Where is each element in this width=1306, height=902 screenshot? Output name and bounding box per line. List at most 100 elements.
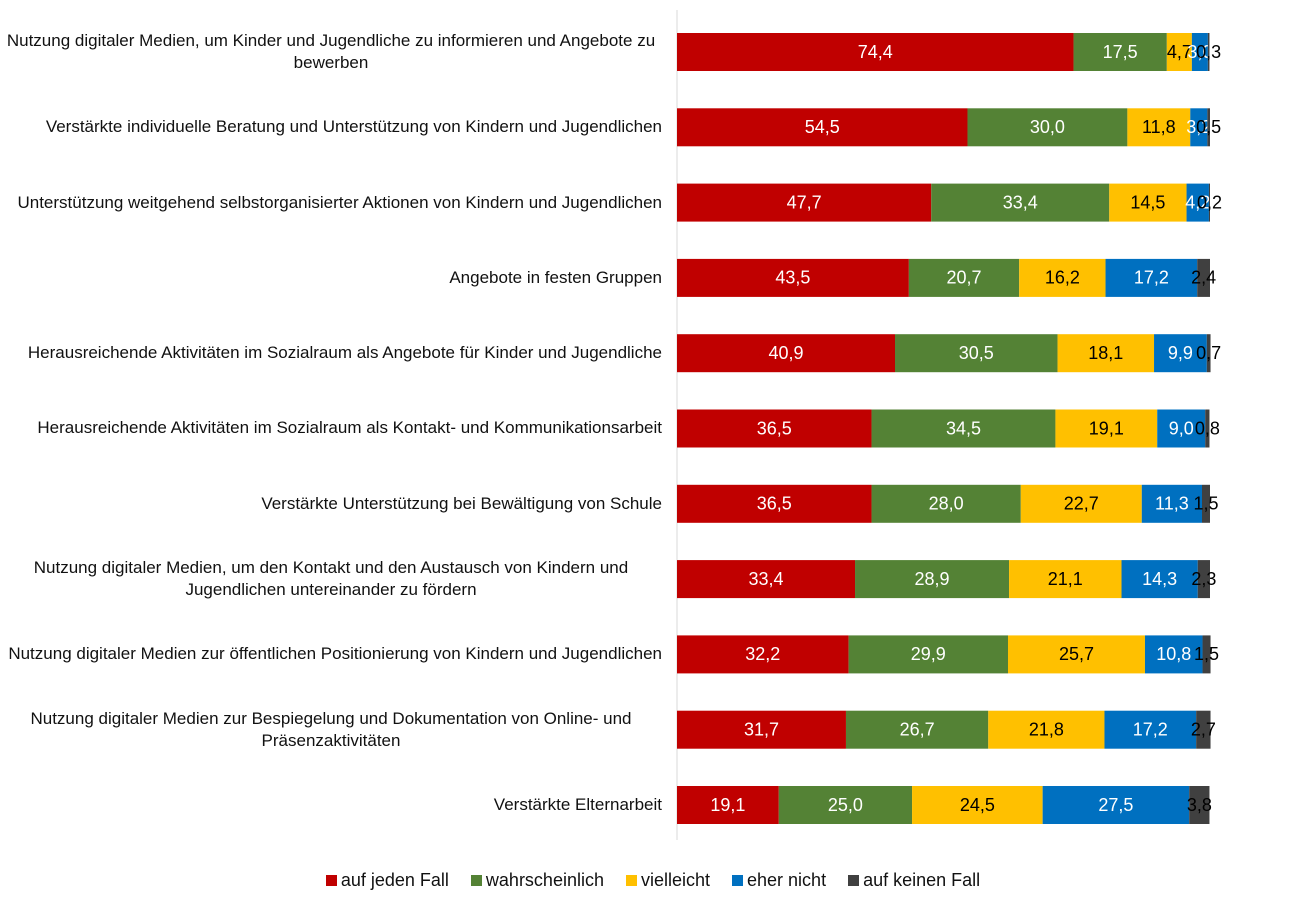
value-label: 33,4 bbox=[748, 569, 783, 589]
bar-segment bbox=[845, 710, 989, 749]
legend-item: auf jeden Fall bbox=[325, 870, 449, 891]
value-label: 28,9 bbox=[915, 569, 950, 589]
value-label: 4,2 bbox=[1185, 192, 1210, 212]
bar-segment bbox=[1019, 258, 1106, 297]
legend-swatch bbox=[848, 875, 860, 886]
bar-segment bbox=[1127, 108, 1191, 147]
chart: 74,4 17,5 4,73,00,3 54,5 30,0 11,8 3,20,5 47,7 3… bbox=[676, 10, 1222, 840]
category-label-row: Nutzung digitaler Medien, um Kinder und … bbox=[0, 15, 662, 90]
category-label: Verstärkte individuelle Beratung und Unt… bbox=[45, 117, 662, 137]
category-label: Nutzung digitaler Medien, um Kinder und … bbox=[6, 30, 656, 72]
bar-segment bbox=[848, 635, 1008, 674]
value-label: 32,2 bbox=[745, 644, 780, 664]
bar-segment bbox=[912, 786, 1043, 824]
value-label: 0,8 bbox=[1195, 418, 1220, 438]
value-label: 4,7 bbox=[1167, 42, 1192, 62]
legend-swatch bbox=[470, 875, 482, 886]
legend-swatch bbox=[625, 875, 637, 886]
bar-segment bbox=[1202, 635, 1211, 674]
value-label: 18,1 bbox=[1088, 343, 1123, 363]
value-label: 25,0 bbox=[828, 795, 863, 815]
legend-item: wahrscheinlich bbox=[470, 870, 604, 891]
legend-item: vielleicht bbox=[625, 870, 711, 891]
value-label: 9,0 bbox=[1169, 418, 1194, 438]
value-label: 30,0 bbox=[1030, 117, 1065, 137]
bar-segment bbox=[1205, 409, 1210, 448]
value-label: 14,3 bbox=[1142, 569, 1177, 589]
legend-label: auf jeden Fall bbox=[340, 870, 449, 890]
bar-segment bbox=[1121, 560, 1198, 599]
category-label-row: Herausreichende Aktivitäten im Sozialrau… bbox=[0, 316, 662, 391]
legend-label: auf keinen Fall bbox=[863, 870, 981, 890]
value-label: 1,5 bbox=[1193, 494, 1218, 514]
bar-segment bbox=[1157, 409, 1206, 448]
bar-segment bbox=[677, 560, 856, 599]
bar-segment bbox=[1104, 710, 1197, 749]
value-label: 17,5 bbox=[1103, 42, 1138, 62]
bar-segment bbox=[677, 334, 895, 373]
value-label: 25,7 bbox=[1059, 644, 1094, 664]
legend-label: eher nicht bbox=[747, 870, 827, 890]
value-label: 0,7 bbox=[1196, 343, 1221, 363]
value-label: 3,2 bbox=[1186, 117, 1211, 137]
bar-segment bbox=[1009, 560, 1122, 599]
value-label: 11,3 bbox=[1155, 494, 1189, 514]
category-label-row: Angebote in festen Gruppen bbox=[0, 240, 662, 315]
category-label: Nutzung digitaler Medien zur öffentliche… bbox=[8, 644, 662, 664]
category-label: Nutzung digitaler Medien, um den Kontakt… bbox=[33, 558, 629, 600]
value-label: 22,7 bbox=[1064, 494, 1099, 514]
bar-segment bbox=[1154, 334, 1207, 373]
value-label: 19,1 bbox=[1089, 418, 1124, 438]
bar-segment bbox=[778, 786, 913, 824]
bar-segment bbox=[1208, 183, 1210, 222]
bar-segment bbox=[1196, 710, 1211, 749]
category-label: Herausreichende Aktivitäten im Sozialrau… bbox=[37, 418, 662, 438]
bar-segment bbox=[1141, 484, 1203, 523]
value-label: 31,7 bbox=[744, 719, 779, 739]
bar-segment bbox=[677, 33, 1074, 71]
value-label: 19,1 bbox=[710, 795, 745, 815]
bar-segment bbox=[1166, 33, 1192, 71]
category-label: Nutzung digitaler Medien zur Bespiegelun… bbox=[30, 708, 632, 750]
legend-label: vielleicht bbox=[640, 870, 711, 890]
value-label: 16,2 bbox=[1045, 268, 1080, 288]
bar-segment bbox=[1189, 786, 1210, 824]
category-label: Unterstützung weitgehend selbstorganisie… bbox=[17, 192, 662, 212]
category-label-row: Verstärkte individuelle Beratung und Unt… bbox=[0, 90, 662, 165]
bar-segment bbox=[1197, 258, 1210, 297]
bar-segment bbox=[677, 786, 779, 824]
value-label: 11,8 bbox=[1142, 117, 1176, 137]
value-label: 17,2 bbox=[1134, 268, 1169, 288]
bar-segment bbox=[988, 710, 1105, 749]
value-label: 26,7 bbox=[900, 719, 935, 739]
value-label: 0,5 bbox=[1196, 117, 1221, 137]
value-label: 54,5 bbox=[805, 117, 840, 137]
category-label-row: Unterstützung weitgehend selbstorganisie… bbox=[0, 165, 662, 240]
category-label-row: Verstärkte Elternarbeit bbox=[0, 768, 662, 843]
bar-segment bbox=[871, 484, 1021, 523]
value-label: 74,4 bbox=[858, 42, 893, 62]
value-label: 2,7 bbox=[1191, 719, 1216, 739]
value-label: 3,0 bbox=[1187, 42, 1212, 62]
category-label-row: Verstärkte Unterstützung bei Bewältigung… bbox=[0, 466, 662, 541]
value-label: 36,5 bbox=[757, 418, 792, 438]
bar-segment bbox=[967, 108, 1128, 147]
bar-segment bbox=[677, 409, 872, 448]
value-label: 1,5 bbox=[1194, 644, 1219, 664]
value-label: 21,8 bbox=[1029, 719, 1064, 739]
bar-segment bbox=[1207, 108, 1210, 147]
bar-segment bbox=[871, 409, 1056, 448]
bar-segment bbox=[677, 710, 846, 749]
bar-segment bbox=[1007, 635, 1145, 674]
bar-segment bbox=[1207, 33, 1210, 71]
bar-segment bbox=[1109, 183, 1187, 222]
bar-segment bbox=[1144, 635, 1203, 674]
value-label: 47,7 bbox=[787, 192, 822, 212]
bar-segment bbox=[1186, 183, 1209, 222]
value-label: 9,9 bbox=[1168, 343, 1193, 363]
value-label: 24,5 bbox=[960, 795, 995, 815]
bar-segment bbox=[931, 183, 1110, 222]
bar-segment bbox=[1197, 560, 1210, 599]
bar-segment bbox=[677, 258, 909, 297]
